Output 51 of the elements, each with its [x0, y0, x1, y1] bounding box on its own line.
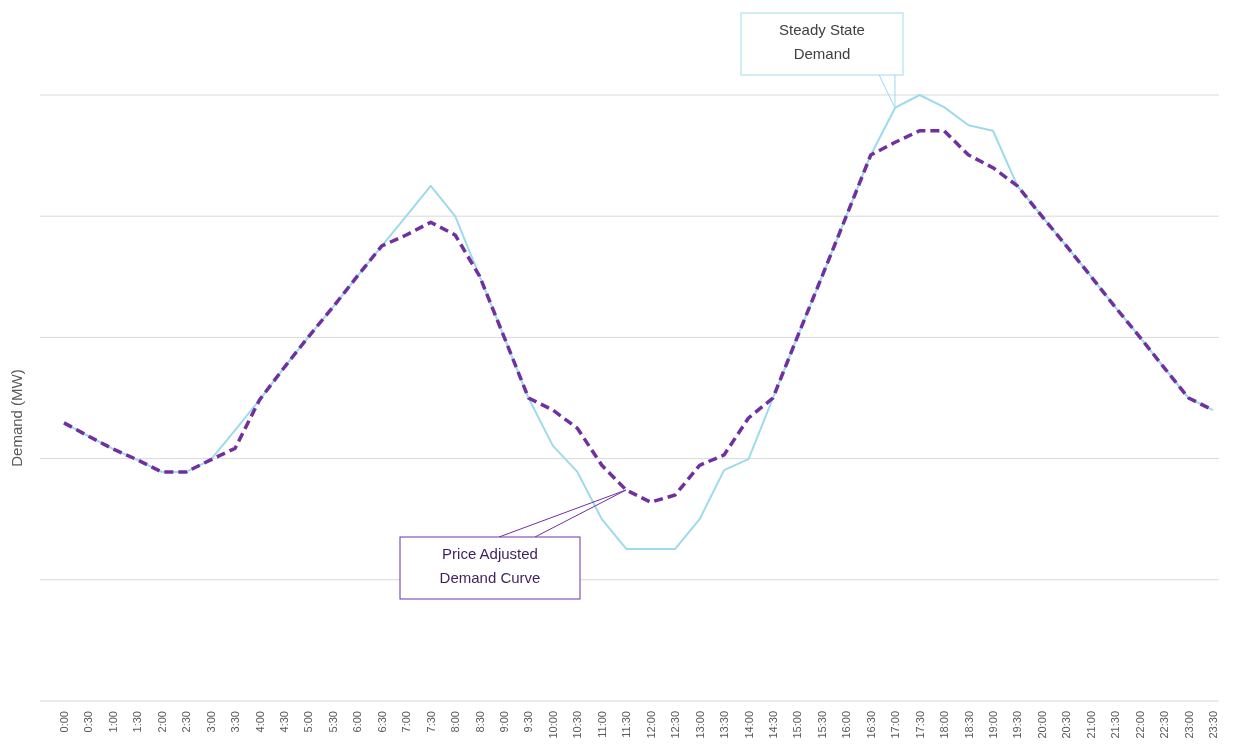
x-tick-label: 17:30	[913, 711, 926, 739]
x-tick-label: 10:00	[546, 711, 559, 739]
text: Steady State Demand	[779, 21, 865, 62]
annotation: Price Adjusted Demand Curve	[439, 545, 541, 586]
x-tick-label: 19:00	[986, 711, 999, 739]
x-tick-label: 4:30	[278, 711, 291, 733]
x-tick-label: 21:30	[1109, 711, 1122, 739]
x-tick-label: 15:00	[791, 711, 804, 739]
x-tick-label: 1:00	[106, 711, 119, 733]
x-tick-label: 2:30	[180, 711, 193, 733]
x-tick-label: 3:30	[229, 711, 242, 733]
x-tick-label: 20:30	[1060, 711, 1073, 739]
y-axis-title: Demand (MW)	[8, 369, 25, 467]
x-tick-label: 2:00	[155, 711, 168, 733]
x-tick-label: 7:30	[424, 711, 437, 733]
x-tick-label: 7:00	[400, 711, 413, 733]
x-tick-label: 16:30	[864, 711, 877, 739]
x-tick-label: 3:00	[204, 711, 217, 733]
x-tick-label: 9:30	[522, 711, 535, 733]
x-tick-label: 6:00	[351, 711, 364, 733]
x-tick-label: 13:00	[693, 711, 706, 739]
x-tick-label: 14:30	[766, 711, 779, 739]
x-tick-label: 19:30	[1011, 711, 1024, 739]
x-tick-label: 23:30	[1207, 711, 1219, 739]
x-tick-label: 0:00	[58, 711, 70, 733]
x-tick-label: 9:00	[498, 711, 511, 733]
x-tick-label: 0:30	[82, 711, 95, 733]
x-tick-label: 8:30	[473, 711, 486, 733]
x-tick-label: 11:30	[620, 711, 633, 738]
x-tick-label: 1:30	[131, 711, 144, 733]
x-tick-label: 22:30	[1158, 711, 1171, 739]
x-tick-label: 21:00	[1084, 711, 1097, 739]
x-tick-label: 10:30	[571, 711, 584, 739]
x-tick-label: 20:00	[1035, 711, 1048, 739]
x-tick-label: 18:30	[962, 711, 975, 739]
x-tick-label: 4:00	[253, 711, 266, 733]
x-tick-label: 18:00	[938, 711, 951, 739]
x-tick-label: 16:00	[840, 711, 853, 739]
x-tick-label: 8:00	[449, 711, 462, 733]
x-tick-label: 6:30	[375, 711, 388, 733]
x-tick-label: 5:00	[302, 711, 315, 733]
x-tick-label: 12:30	[669, 711, 682, 739]
x-tick-label: 5:30	[326, 711, 339, 733]
x-tick-label: 13:30	[718, 711, 731, 739]
x-tick-label: 23:00	[1182, 711, 1195, 739]
x-tick-label: 15:30	[815, 711, 828, 739]
x-tick-label: 14:00	[742, 711, 755, 739]
x-tick-label: 11:00	[595, 711, 608, 738]
x-tick-label: 22:00	[1133, 711, 1146, 739]
x-tick-label: 17:00	[889, 711, 902, 739]
x-tick-label: 12:00	[644, 711, 657, 739]
